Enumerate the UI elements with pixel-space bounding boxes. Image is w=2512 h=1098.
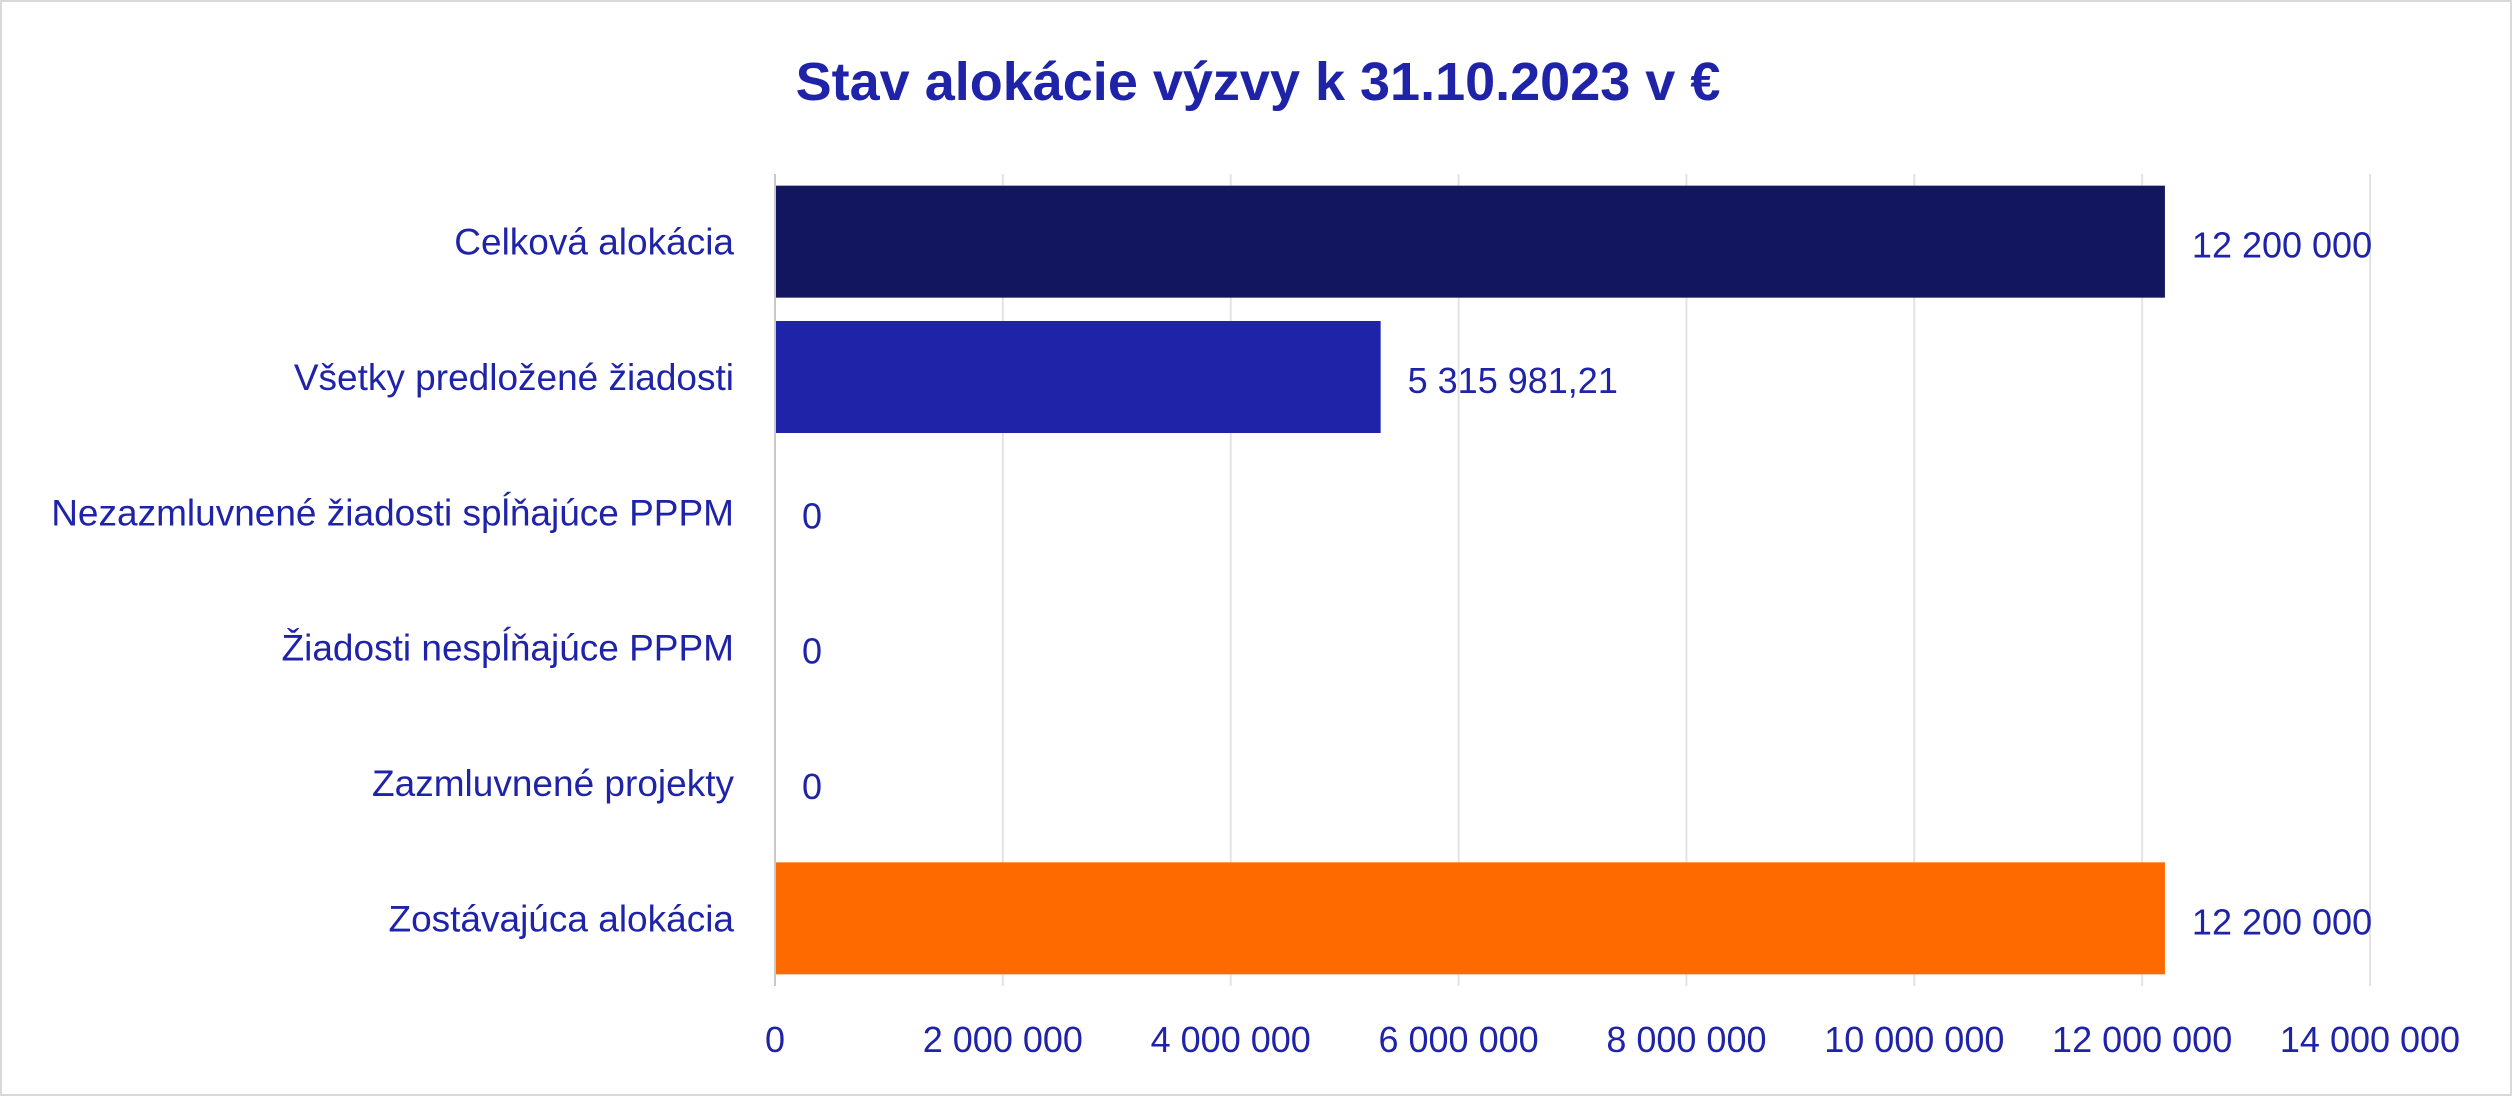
data-label: 12 200 000 bbox=[2192, 901, 2372, 942]
x-tick-label: 14 000 000 bbox=[2280, 1019, 2460, 1060]
category-label: Všetky predložené žiadosti bbox=[294, 357, 734, 398]
category-label: Celková alokácia bbox=[454, 222, 734, 263]
data-label: 5 315 981,21 bbox=[1408, 360, 1618, 401]
gridlines bbox=[1001, 174, 2371, 986]
data-label: 0 bbox=[802, 766, 822, 807]
labels: 0 2 000 000 4 000 000 6 000 000 8 000 000 10 … bbox=[51, 222, 2460, 1060]
bar bbox=[775, 185, 2165, 298]
x-tick-label: 10 000 000 bbox=[1824, 1019, 2004, 1060]
data-label: 12 200 000 bbox=[2192, 225, 2372, 266]
x-tick-label: 6 000 000 bbox=[1378, 1019, 1538, 1060]
bar bbox=[775, 862, 2165, 975]
category-label: Nezazmluvnené žiadosti spĺňajúce PPPM bbox=[51, 491, 734, 533]
x-tick-label: 8 000 000 bbox=[1606, 1019, 1766, 1060]
x-tick-label: 0 bbox=[765, 1019, 785, 1060]
category-label: Zazmluvnené projekty bbox=[372, 763, 734, 804]
bars bbox=[775, 185, 2165, 975]
data-label: 0 bbox=[802, 631, 822, 672]
data-label: 0 bbox=[802, 495, 822, 536]
bar bbox=[775, 321, 1381, 433]
x-tick-label: 2 000 000 bbox=[923, 1019, 1083, 1060]
category-label: Žiadosti nespĺňajúce PPPM bbox=[282, 627, 734, 669]
chart-title: Stav alokácie výzvy k 31.10.2023 v € bbox=[796, 52, 1721, 112]
category-label: Zostávajúca alokácia bbox=[388, 898, 734, 939]
x-tick-label: 4 000 000 bbox=[1151, 1019, 1311, 1060]
x-tick-label: 12 000 000 bbox=[2052, 1019, 2232, 1060]
